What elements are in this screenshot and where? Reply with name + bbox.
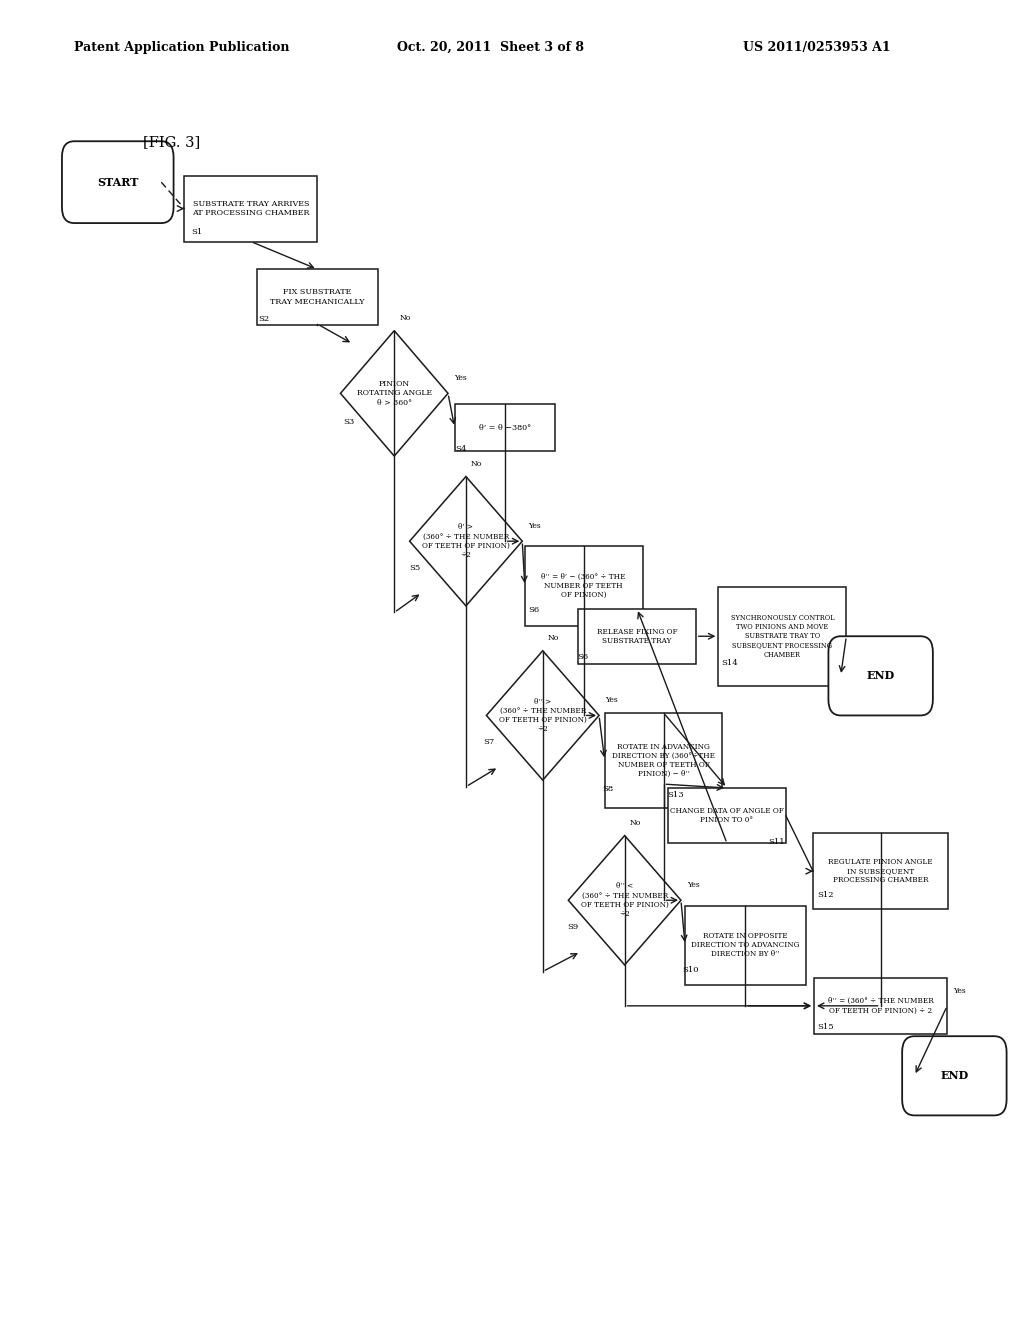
Text: No: No (548, 634, 559, 643)
Text: S3: S3 (343, 418, 354, 426)
Text: CHANGE DATA OF ANGLE OF
PINION TO 0°: CHANGE DATA OF ANGLE OF PINION TO 0° (670, 807, 784, 825)
Text: S6: S6 (578, 653, 589, 661)
Bar (685, 906, 806, 985)
Text: PINION
ROTATING ANGLE
θ > 360°: PINION ROTATING ANGLE θ > 360° (356, 380, 432, 407)
Text: FIX SUBSTRATE
TRAY MECHANICALLY: FIX SUBSTRATE TRAY MECHANICALLY (270, 288, 365, 306)
FancyBboxPatch shape (902, 1036, 1007, 1115)
Bar (578, 609, 696, 664)
Bar (524, 546, 643, 626)
Text: S13: S13 (668, 791, 684, 799)
Text: S14: S14 (721, 659, 737, 667)
Text: θ’ = θ −380°: θ’ = θ −380° (479, 424, 530, 432)
Text: No: No (399, 314, 411, 322)
Text: S11: S11 (768, 838, 784, 846)
Text: Yes: Yes (528, 521, 541, 531)
Text: S6: S6 (528, 606, 540, 614)
Text: RELEASE FIXING OF
SUBSTRATE TRAY: RELEASE FIXING OF SUBSTRATE TRAY (597, 627, 677, 645)
Text: θ’’ <
(360° ÷ THE NUMBER
OF TEETH OF PINION)
÷2: θ’’ < (360° ÷ THE NUMBER OF TEETH OF PIN… (581, 883, 669, 917)
Text: θ’’ = θ’ − (360° ÷ THE
NUMBER OF TEETH
OF PINION): θ’’ = θ’ − (360° ÷ THE NUMBER OF TEETH O… (542, 573, 626, 599)
Text: S7: S7 (483, 738, 495, 746)
Text: REGULATE PINION ANGLE
IN SUBSEQUENT
PROCESSING CHAMBER: REGULATE PINION ANGLE IN SUBSEQUENT PROC… (828, 858, 933, 884)
Text: S15: S15 (817, 1023, 834, 1031)
Text: END: END (940, 1071, 969, 1081)
Text: ROTATE IN OPPOSITE
DIRECTION TO ADVANCING
DIRECTION BY θ’’: ROTATE IN OPPOSITE DIRECTION TO ADVANCIN… (691, 932, 800, 958)
Text: No: No (630, 818, 641, 828)
Polygon shape (486, 651, 599, 780)
FancyBboxPatch shape (828, 636, 933, 715)
Bar (455, 404, 555, 451)
Bar (257, 269, 378, 325)
Text: SYNCHRONOUSLY CONTROL
TWO PINIONS AND MOVE
SUBSTRATE TRAY TO
SUBSEQUENT PROCESSI: SYNCHRONOUSLY CONTROL TWO PINIONS AND MO… (730, 614, 835, 659)
Text: θ’’ >
(360° ÷ THE NUMBER
OF TEETH OF PINION)
÷2: θ’’ > (360° ÷ THE NUMBER OF TEETH OF PIN… (499, 698, 587, 733)
Text: Oct. 20, 2011  Sheet 3 of 8: Oct. 20, 2011 Sheet 3 of 8 (397, 41, 585, 54)
Text: START: START (97, 177, 138, 187)
Text: θ’’ = (360° ÷ THE NUMBER
OF TEETH OF PINION) ÷ 2: θ’’ = (360° ÷ THE NUMBER OF TEETH OF PIN… (827, 997, 934, 1015)
Text: No: No (471, 459, 482, 469)
Text: Patent Application Publication: Patent Application Publication (74, 41, 289, 54)
Text: Yes: Yes (687, 880, 699, 890)
Text: S8: S8 (602, 785, 613, 793)
Text: S2: S2 (258, 315, 269, 323)
Text: Yes: Yes (953, 986, 966, 995)
Bar (604, 713, 723, 808)
Bar (813, 833, 948, 909)
Text: SUBSTRATE TRAY ARRIVES
AT PROCESSING CHAMBER: SUBSTRATE TRAY ARRIVES AT PROCESSING CHA… (193, 199, 309, 218)
Text: Yes: Yes (455, 374, 467, 383)
FancyBboxPatch shape (62, 141, 174, 223)
Text: END: END (866, 671, 895, 681)
Polygon shape (410, 477, 522, 606)
Text: [FIG. 3]: [FIG. 3] (143, 136, 201, 149)
Text: S10: S10 (682, 966, 698, 974)
Bar (184, 176, 317, 242)
Text: θ’ >
(360° ÷ THE NUMBER
OF TEETH OF PINION)
÷2: θ’ > (360° ÷ THE NUMBER OF TEETH OF PINI… (422, 524, 510, 558)
Text: S12: S12 (817, 891, 834, 899)
Text: Yes: Yes (605, 696, 617, 705)
Text: S5: S5 (410, 564, 421, 572)
Polygon shape (340, 331, 449, 457)
Text: ROTATE IN ADVANCING
DIRECTION BY (360°÷THE
NUMBER OF TEETH OF
PINION) − θ’’: ROTATE IN ADVANCING DIRECTION BY (360°÷T… (612, 743, 715, 777)
Text: S1: S1 (191, 228, 203, 236)
Text: S9: S9 (567, 923, 579, 931)
Text: US 2011/0253953 A1: US 2011/0253953 A1 (743, 41, 891, 54)
Bar (719, 586, 846, 685)
Text: S4: S4 (456, 445, 467, 453)
Polygon shape (568, 836, 681, 965)
Bar (814, 978, 947, 1034)
Bar (668, 788, 786, 843)
